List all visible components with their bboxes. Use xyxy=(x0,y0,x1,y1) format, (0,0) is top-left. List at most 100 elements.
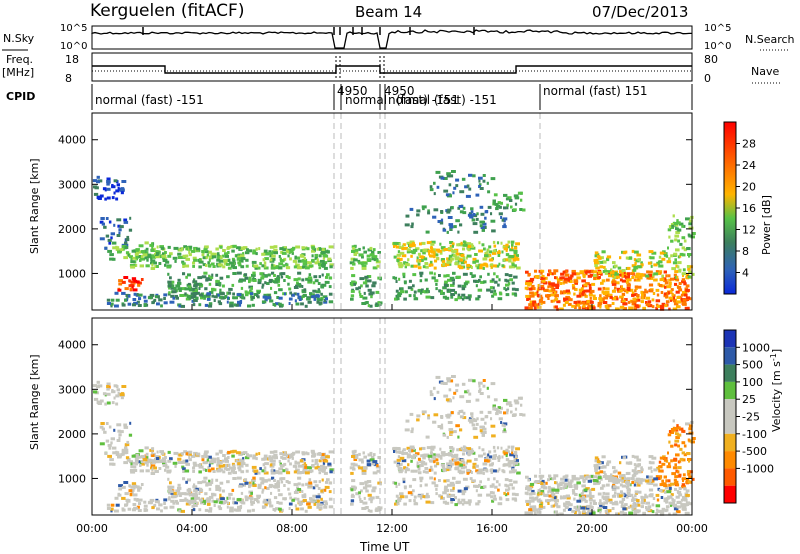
velocity-cell xyxy=(125,456,130,460)
velocity-cell xyxy=(252,456,256,460)
velocity-cell xyxy=(138,498,143,502)
velocity-cell xyxy=(103,430,107,434)
power-cell xyxy=(633,278,636,282)
velocity-cell xyxy=(99,425,104,429)
velocity-cell xyxy=(571,509,576,513)
velocity-cell xyxy=(196,496,200,500)
velocity-cell xyxy=(488,450,492,454)
power-cell xyxy=(651,305,655,309)
power-cell xyxy=(124,287,129,291)
power-cell xyxy=(668,281,672,285)
velocity-cell xyxy=(237,466,241,470)
power-cell xyxy=(647,300,652,304)
velocity-cell xyxy=(614,491,617,495)
nsky-label: N.Sky xyxy=(3,32,35,45)
power-cell xyxy=(329,263,334,267)
power-cell xyxy=(161,254,167,258)
velocity-cell xyxy=(408,455,413,459)
power-cell xyxy=(107,238,112,242)
velocity-cell xyxy=(430,447,435,451)
velocity-cell xyxy=(269,504,274,508)
velocity-cell xyxy=(432,420,437,424)
power-cell xyxy=(581,279,586,283)
velocity-cell xyxy=(689,480,693,484)
power-cell xyxy=(245,248,249,252)
velocity-cell xyxy=(509,483,513,487)
power-cell xyxy=(674,258,677,262)
power-cell xyxy=(688,254,691,258)
power-cell xyxy=(113,179,118,183)
velocity-cell xyxy=(495,409,501,413)
velocity-cell xyxy=(597,506,603,510)
velocity-cell xyxy=(537,489,541,492)
power-cell xyxy=(548,289,553,293)
velocity-cell xyxy=(640,468,644,472)
power-cell xyxy=(414,247,420,251)
power-cell xyxy=(220,292,225,296)
power-cell xyxy=(691,232,696,235)
power-cell xyxy=(421,256,426,259)
velocity-cell xyxy=(219,481,224,485)
power-cell xyxy=(361,264,367,268)
velocity-cell xyxy=(599,499,602,503)
power-cell xyxy=(395,245,399,249)
power-cell xyxy=(104,246,108,250)
power-cell xyxy=(675,223,679,227)
velocity-cell xyxy=(136,455,141,459)
velocity-cell xyxy=(106,387,110,391)
power-cell xyxy=(594,254,598,258)
power-cell xyxy=(510,205,513,209)
power-cell xyxy=(647,261,652,265)
velocity-cell xyxy=(143,509,147,512)
velocity-cell xyxy=(143,500,147,504)
velocity-cell xyxy=(261,469,265,473)
power-cell xyxy=(107,249,112,253)
velocity-cell xyxy=(350,502,354,506)
velocity-cell xyxy=(238,468,242,472)
power-cell xyxy=(509,199,513,202)
power-cell xyxy=(459,223,463,227)
power-cell xyxy=(279,304,284,308)
power-cell xyxy=(235,254,239,258)
power-cell xyxy=(280,272,286,276)
velocity-cell xyxy=(217,468,222,472)
velocity-cell xyxy=(430,450,433,454)
velocity-cell xyxy=(454,461,460,465)
power-cell xyxy=(665,292,669,296)
velocity-cell xyxy=(466,468,471,472)
power-cell xyxy=(682,298,687,302)
velocity-cell xyxy=(137,488,141,492)
power-cell xyxy=(566,291,571,295)
power-cell xyxy=(485,210,489,213)
velocity-cell xyxy=(206,458,210,462)
velocity-cell xyxy=(395,450,399,454)
power-cell xyxy=(580,270,584,274)
power-cell xyxy=(505,293,510,297)
velocity-cell xyxy=(392,481,396,485)
velocity-cell xyxy=(96,385,100,389)
power-cell xyxy=(619,270,624,274)
power-cell xyxy=(683,248,687,252)
velocity-cell xyxy=(278,501,283,505)
velocity-cell xyxy=(505,448,509,452)
velocity-cell xyxy=(447,413,452,417)
velocity-cell xyxy=(162,464,168,467)
power-cell xyxy=(498,212,503,216)
velocity-cell xyxy=(302,463,308,467)
velocity-cell xyxy=(545,499,549,503)
power-cell xyxy=(524,306,530,310)
power-cell xyxy=(162,259,168,262)
power-cell xyxy=(110,232,115,236)
power-cell xyxy=(372,266,378,270)
power-cell xyxy=(668,235,671,239)
velocity-cell xyxy=(207,469,212,473)
velocity-cell xyxy=(361,471,367,475)
power-cell xyxy=(149,293,155,297)
velocity-cell xyxy=(687,480,691,484)
power-cell xyxy=(631,264,637,268)
velocity-cell xyxy=(421,493,424,497)
velocity-cell xyxy=(679,459,682,463)
power-cell xyxy=(666,260,672,264)
power-cell xyxy=(281,303,284,307)
power-cell xyxy=(287,254,290,258)
